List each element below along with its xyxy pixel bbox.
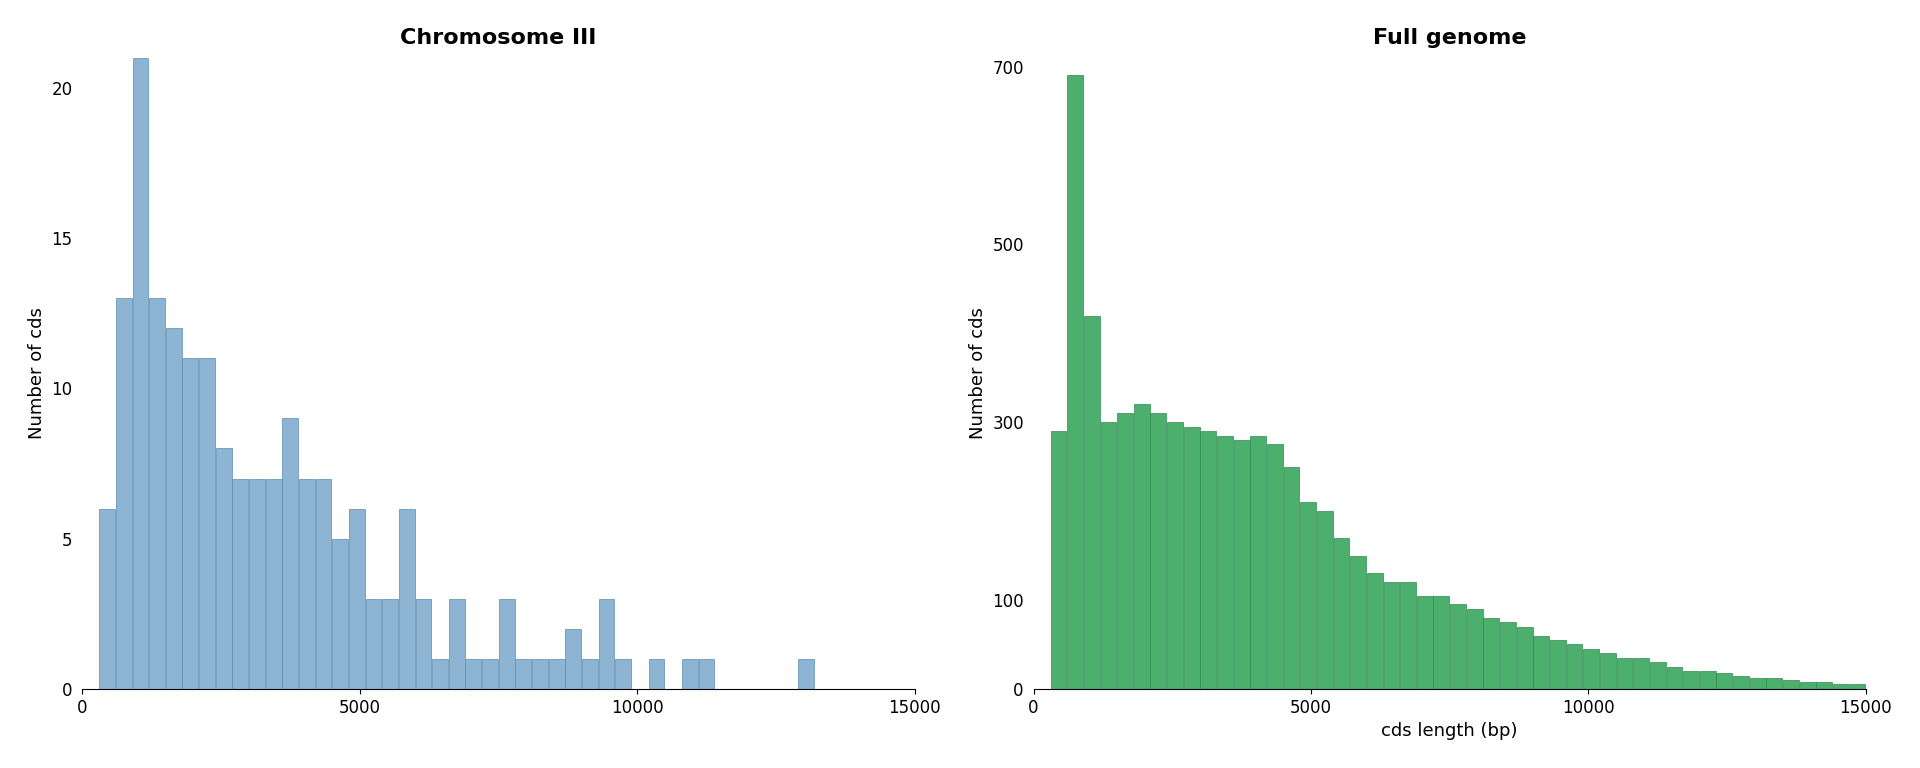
Bar [215, 449, 232, 689]
Bar [1534, 636, 1549, 689]
Bar [564, 629, 582, 689]
Bar [300, 478, 315, 689]
Bar [1766, 678, 1782, 689]
Bar [1434, 596, 1450, 689]
Bar [799, 659, 814, 689]
Bar [1250, 435, 1265, 689]
Bar [1467, 609, 1482, 689]
Bar [1884, 684, 1899, 689]
Bar [1200, 431, 1215, 689]
Bar [614, 659, 632, 689]
Bar [1584, 649, 1599, 689]
Bar [1334, 538, 1350, 689]
Bar [1317, 511, 1332, 689]
Bar [1699, 671, 1716, 689]
Bar [1567, 644, 1582, 689]
Bar [132, 58, 148, 689]
X-axis label: cds length (bp): cds length (bp) [1382, 722, 1519, 740]
Bar [649, 659, 664, 689]
Bar [482, 659, 497, 689]
Bar [182, 359, 198, 689]
Bar [1350, 555, 1365, 689]
Bar [1400, 582, 1417, 689]
Bar [599, 599, 614, 689]
Bar [250, 478, 265, 689]
Bar [1150, 413, 1165, 689]
Bar [1217, 435, 1233, 689]
Bar [1730, 659, 1747, 689]
Bar [415, 599, 432, 689]
Bar [1450, 604, 1467, 689]
Y-axis label: Number of cds: Number of cds [968, 307, 987, 439]
Bar [549, 659, 564, 689]
Bar [1085, 316, 1100, 689]
Bar [150, 298, 165, 689]
Bar [1135, 405, 1150, 689]
Bar [1185, 427, 1200, 689]
Bar [532, 659, 547, 689]
Bar [382, 599, 397, 689]
Bar [1599, 654, 1617, 689]
Bar [1634, 658, 1649, 689]
Bar [282, 419, 298, 689]
Bar [682, 659, 697, 689]
Bar [265, 478, 282, 689]
Title: Chromosome III: Chromosome III [399, 28, 597, 48]
Bar [1050, 431, 1066, 689]
Bar [1734, 676, 1749, 689]
Bar [515, 659, 532, 689]
Bar [432, 659, 447, 689]
Bar [1417, 596, 1432, 689]
Y-axis label: Number of cds: Number of cds [27, 307, 46, 439]
Bar [1617, 658, 1632, 689]
Bar [115, 298, 132, 689]
Bar [200, 359, 215, 689]
Bar [1517, 627, 1532, 689]
Bar [1684, 671, 1699, 689]
Bar [1649, 662, 1667, 689]
Bar [1167, 422, 1183, 689]
Bar [1816, 682, 1832, 689]
Bar [1899, 685, 1916, 689]
Bar [315, 478, 332, 689]
Bar [165, 328, 182, 689]
Bar [582, 659, 597, 689]
Bar [1384, 582, 1400, 689]
Bar [1500, 622, 1517, 689]
Bar [1849, 684, 1866, 689]
Bar [399, 508, 415, 689]
Bar [100, 508, 115, 689]
Bar [1716, 673, 1732, 689]
Bar [1300, 502, 1315, 689]
Bar [1484, 617, 1500, 689]
Bar [365, 599, 382, 689]
Bar [1068, 75, 1083, 689]
Bar [1866, 684, 1882, 689]
Bar [1284, 467, 1300, 689]
Bar [1799, 682, 1816, 689]
Bar [1549, 640, 1567, 689]
Bar [931, 659, 947, 689]
Bar [349, 508, 365, 689]
Bar [1267, 445, 1283, 689]
Bar [1749, 678, 1766, 689]
Bar [465, 659, 482, 689]
Title: Full genome: Full genome [1373, 28, 1526, 48]
Bar [332, 538, 348, 689]
Bar [1784, 680, 1799, 689]
Bar [1367, 574, 1382, 689]
Bar [1100, 422, 1116, 689]
Bar [1916, 685, 1920, 689]
Bar [449, 599, 465, 689]
Bar [699, 659, 714, 689]
Bar [499, 599, 515, 689]
Bar [1117, 413, 1133, 689]
Bar [1834, 684, 1849, 689]
Bar [1235, 440, 1250, 689]
Bar [1667, 667, 1682, 689]
Bar [232, 478, 248, 689]
